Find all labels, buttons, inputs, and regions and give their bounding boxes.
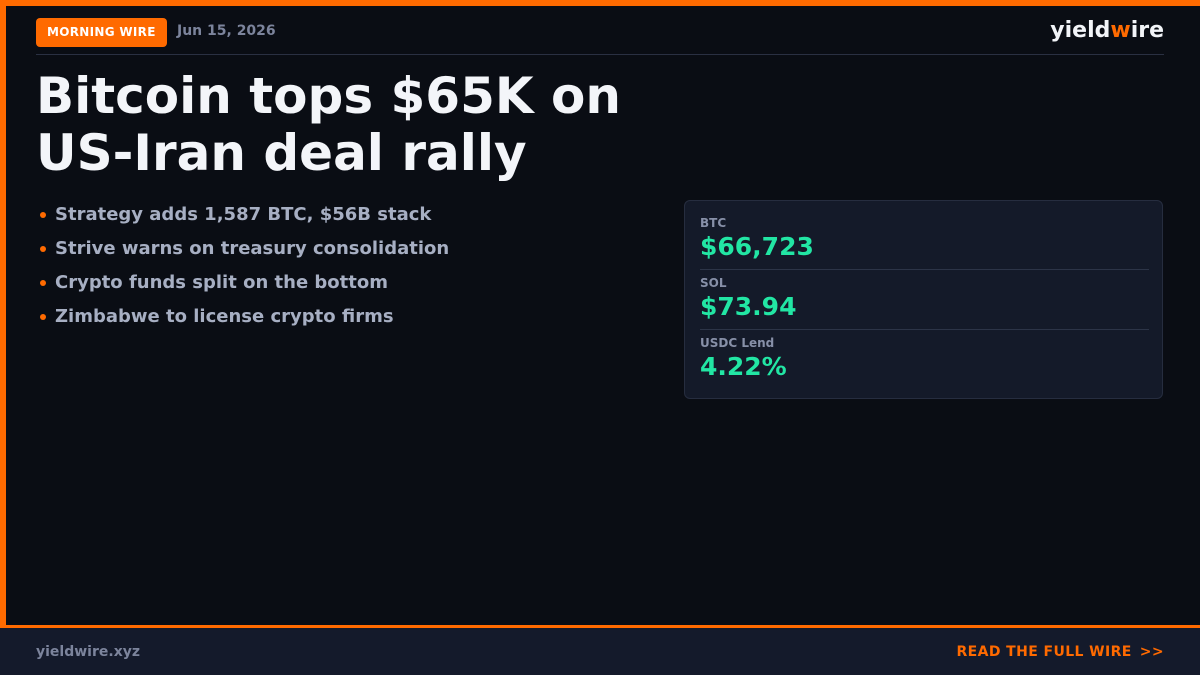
left-accent-bar (0, 0, 6, 628)
market-stats-card: BTC $66,723 SOL $73.94 USDC Lend 4.22% (684, 200, 1163, 399)
stat-value: 4.22% (700, 352, 787, 381)
stat-sol: SOL $73.94 (700, 275, 1149, 323)
brand-text-accent: w (1110, 18, 1131, 43)
bullet-item: Strategy adds 1,587 BTC, $56B stack (36, 197, 449, 231)
stat-label: BTC (700, 216, 727, 230)
stat-usdc-lend: USDC Lend 4.22% (700, 335, 1149, 383)
bullet-dot-icon (40, 246, 46, 252)
bullet-text: Strive warns on treasury consolidation (55, 237, 450, 259)
stat-divider (700, 329, 1149, 330)
top-accent-bar (0, 0, 1200, 6)
bullet-item: Strive warns on treasury consolidation (36, 231, 449, 265)
brand-text-end: ire (1130, 18, 1164, 43)
bullet-list: Strategy adds 1,587 BTC, $56B stack Stri… (36, 197, 449, 333)
footer-url-link[interactable]: yieldwire.xyz (36, 644, 140, 660)
brand-text-start: yield (1050, 18, 1111, 43)
stat-label: SOL (700, 276, 727, 290)
footer: yieldwire.xyz READ THE FULL WIRE >> (0, 625, 1200, 675)
brand-logo: yieldwire (1050, 17, 1164, 45)
stat-label: USDC Lend (700, 336, 775, 350)
headline: Bitcoin tops $65K on US-Iran deal rally (36, 67, 621, 182)
bullet-text: Crypto funds split on the bottom (55, 271, 388, 293)
bullet-text: Strategy adds 1,587 BTC, $56B stack (55, 203, 432, 225)
cta-label: READ THE FULL WIRE (956, 644, 1132, 660)
bullet-dot-icon (40, 314, 46, 320)
stat-value: $73.94 (700, 292, 797, 321)
bullet-dot-icon (40, 280, 46, 286)
header-divider (36, 54, 1164, 55)
double-chevron-right-icon: >> (1139, 644, 1164, 660)
stat-value: $66,723 (700, 232, 814, 261)
bullet-item: Crypto funds split on the bottom (36, 265, 449, 299)
bullet-text: Zimbabwe to license crypto firms (55, 305, 394, 327)
read-full-wire-link[interactable]: READ THE FULL WIRE >> (957, 642, 1165, 662)
stat-btc: BTC $66,723 (700, 215, 1149, 263)
publish-date: Jun 15, 2026 (177, 23, 276, 39)
edition-badge: MORNING WIRE (36, 18, 167, 47)
bullet-item: Zimbabwe to license crypto firms (36, 299, 449, 333)
stat-divider (700, 269, 1149, 270)
bullet-dot-icon (40, 212, 46, 218)
